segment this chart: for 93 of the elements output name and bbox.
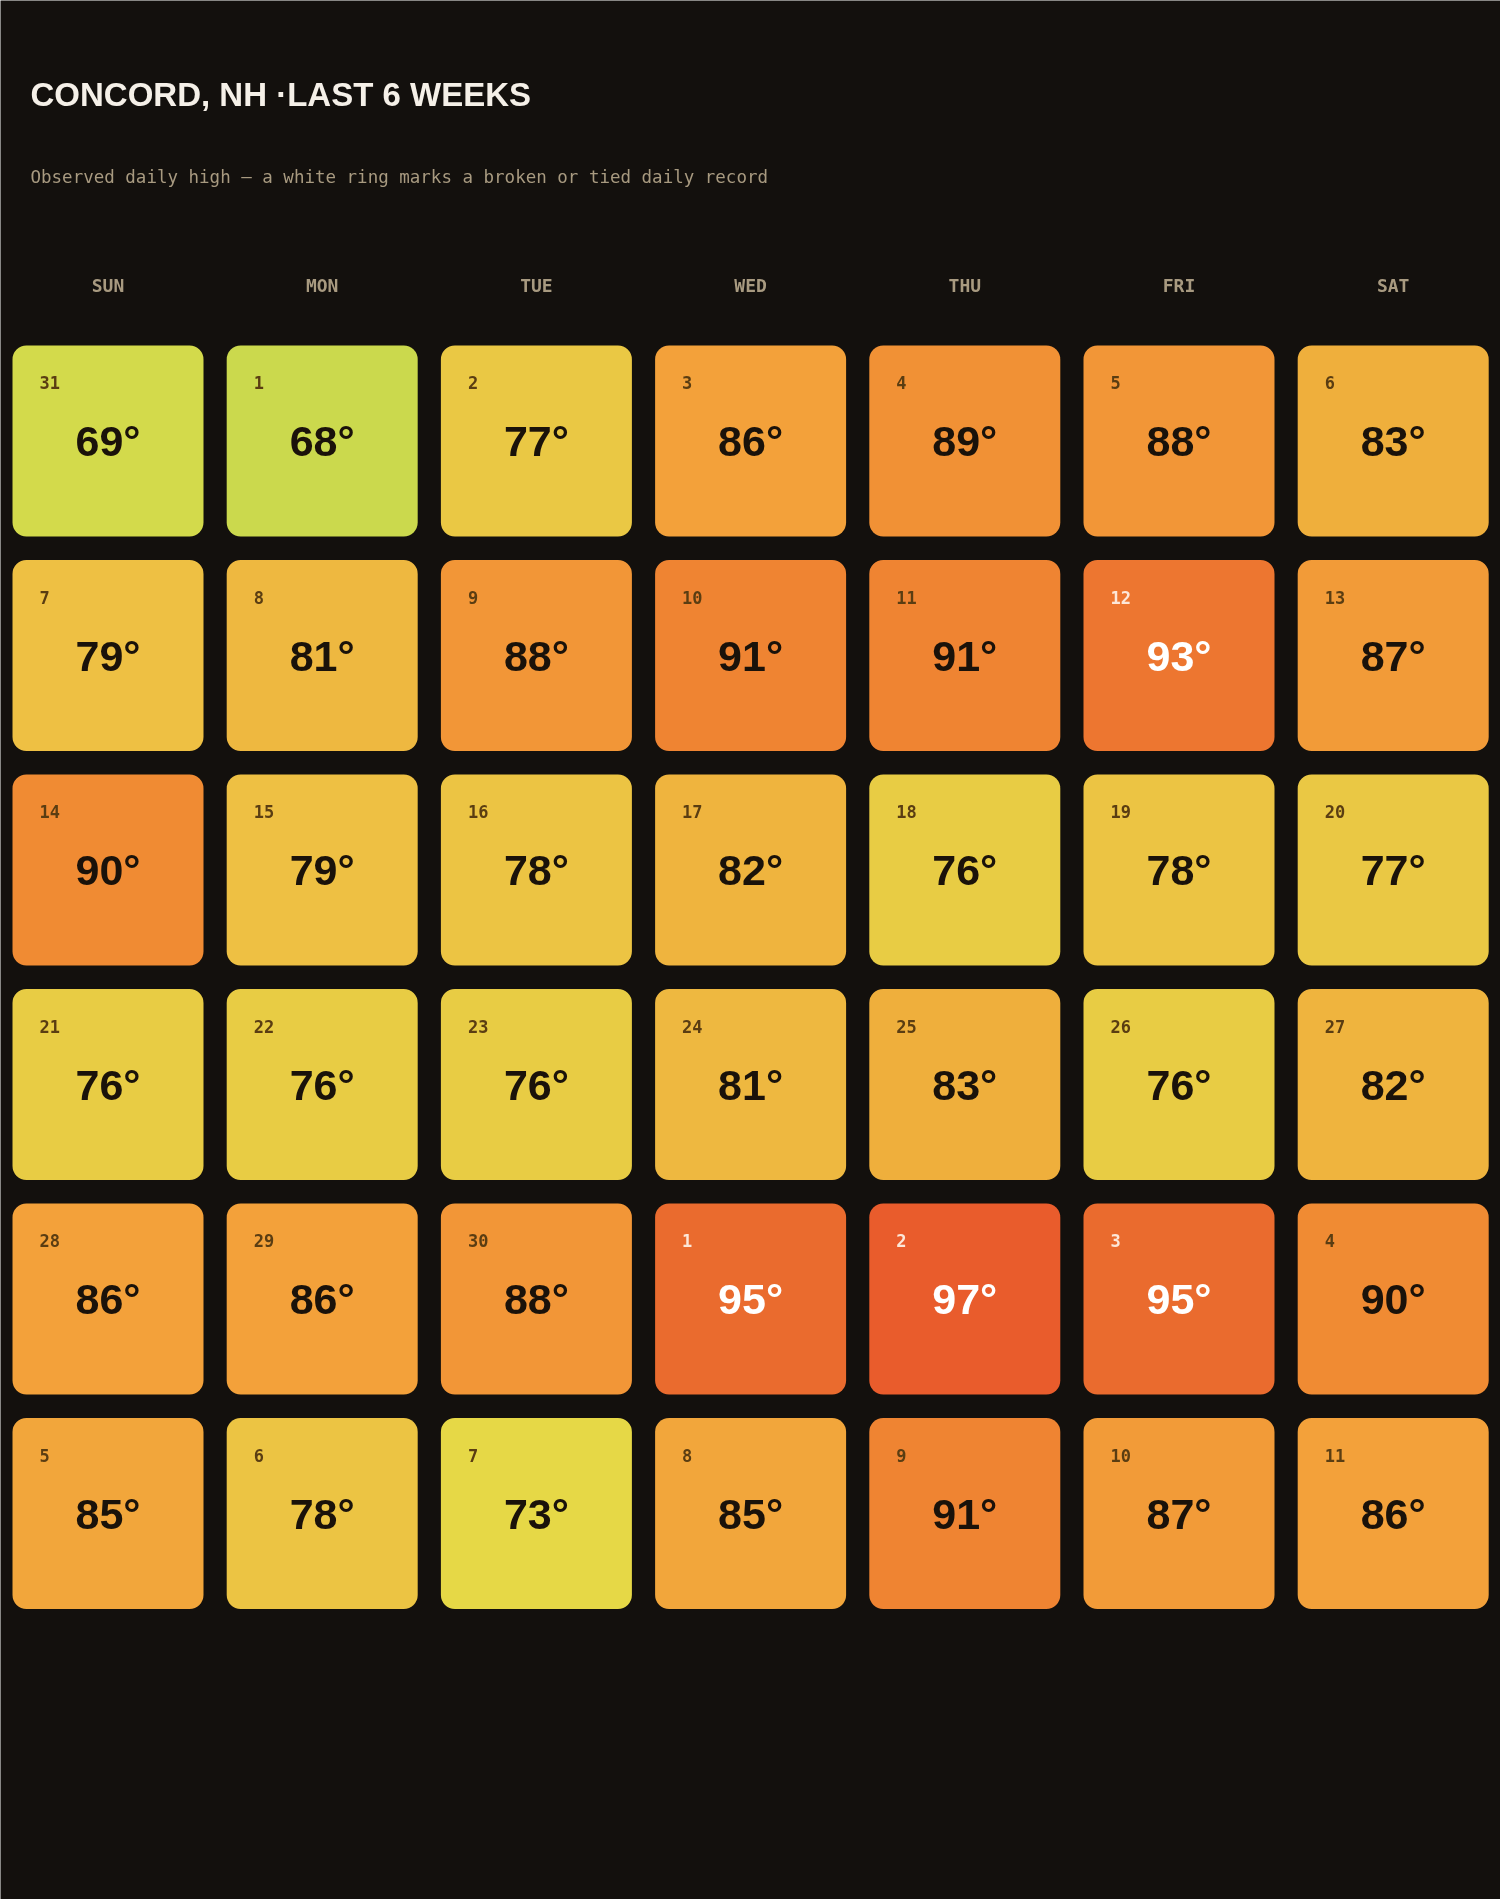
data-label: 88°	[503, 1275, 569, 1323]
annotation: 25	[896, 1016, 917, 1037]
annotation: 19	[1110, 802, 1131, 822]
annotation: 11	[896, 587, 917, 608]
data-label: 86°	[289, 1275, 355, 1323]
annotation: 31	[39, 373, 60, 393]
annotation: 7	[39, 587, 50, 608]
annotation: 10	[682, 587, 703, 608]
data-label: 91°	[932, 1489, 998, 1538]
annotation: 3	[1110, 1231, 1121, 1251]
annotation: 4	[896, 373, 907, 393]
data-label: 81°	[289, 631, 355, 680]
data-label: 91°	[718, 631, 784, 680]
data-label: 85°	[718, 1489, 784, 1538]
annotation: 24	[682, 1016, 703, 1037]
data-label: 93°	[1146, 631, 1212, 680]
data-label: 76°	[289, 1060, 355, 1109]
annotation: 7	[467, 1445, 479, 1466]
data-label: 79°	[289, 846, 355, 894]
data-label: 88°	[503, 631, 569, 680]
annotation: 30	[467, 1231, 489, 1251]
data-label: 89°	[932, 417, 998, 465]
annotation: 9	[467, 587, 479, 608]
annotation: 17	[682, 802, 703, 822]
data-label: 76°	[503, 1060, 569, 1109]
annotation: 11	[1324, 1445, 1346, 1466]
data-label: 90°	[75, 846, 141, 894]
annotation: 18	[896, 802, 917, 822]
data-label: 69°	[75, 417, 141, 465]
annotation: 29	[253, 1231, 275, 1251]
data-label: 77°	[503, 417, 569, 465]
x-tick-label: SAT	[1376, 275, 1410, 296]
annotation: 12	[1110, 587, 1131, 608]
data-label: 82°	[1360, 1060, 1426, 1109]
x-tick-label: THU	[948, 275, 982, 296]
annotation: 6	[1324, 373, 1335, 393]
x-tick-label: FRI	[1162, 275, 1196, 296]
data-label: 95°	[1146, 1275, 1212, 1323]
data-label: 78°	[1146, 846, 1212, 894]
data-label: 97°	[932, 1275, 998, 1323]
data-label: 81°	[718, 1060, 784, 1109]
annotation: 20	[1324, 802, 1346, 822]
annotation: 23	[467, 1016, 489, 1037]
data-label: 79°	[75, 631, 141, 680]
annotation: 5	[39, 1445, 50, 1466]
data-label: 76°	[75, 1060, 141, 1109]
data-label: 86°	[75, 1275, 141, 1323]
data-label: 90°	[1360, 1275, 1426, 1323]
annotation: 8	[682, 1445, 693, 1466]
data-label: 73°	[503, 1489, 569, 1538]
x-tick-label: WED	[734, 275, 768, 296]
data-label: 83°	[932, 1060, 998, 1109]
data-label: 76°	[1146, 1060, 1212, 1109]
annotation: 8	[253, 587, 264, 608]
data-label: 76°	[932, 846, 998, 894]
data-label: 78°	[503, 846, 569, 894]
data-label: 68°	[289, 417, 355, 465]
annotation: 28	[39, 1231, 60, 1251]
annotation: 14	[39, 802, 60, 822]
annotation: 2	[896, 1231, 907, 1251]
annotation: 6	[253, 1445, 264, 1466]
annotation: 9	[896, 1445, 907, 1466]
data-label: 77°	[1360, 846, 1426, 894]
data-label: 87°	[1360, 631, 1426, 680]
chart-title: CONCORD, NH ·LAST 6 WEEKS	[30, 76, 532, 113]
x-tick-label: TUE	[520, 275, 553, 296]
data-label: 86°	[1360, 1489, 1426, 1538]
annotation: 26	[1110, 1016, 1131, 1037]
annotation: 21	[39, 1016, 60, 1037]
data-label: 87°	[1146, 1489, 1212, 1538]
annotation: 1	[682, 1231, 693, 1251]
annotation: 16	[467, 802, 489, 822]
data-label: 83°	[1360, 417, 1426, 465]
data-label: 85°	[75, 1489, 141, 1538]
annotation: 1	[253, 373, 264, 393]
annotation: 15	[253, 802, 275, 822]
annotation: 13	[1324, 587, 1346, 608]
annotation: 4	[1324, 1231, 1335, 1251]
data-label: 86°	[718, 417, 784, 465]
annotation: 27	[1324, 1016, 1346, 1037]
annotation: 3	[682, 373, 693, 393]
data-label: 95°	[718, 1275, 784, 1323]
annotation: 22	[253, 1016, 275, 1037]
annotation: 5	[1110, 373, 1121, 393]
x-tick-label: MON	[305, 275, 339, 296]
data-label: 91°	[932, 631, 998, 680]
data-label: 78°	[289, 1489, 355, 1538]
chart-subtitle: Observed daily high — a white ring marks a broken or tied daily record	[30, 166, 769, 187]
x-tick-label: SUN	[91, 275, 125, 296]
annotation: 2	[467, 373, 479, 393]
data-label: 88°	[1146, 417, 1212, 465]
data-label: 82°	[718, 846, 784, 894]
annotation: 10	[1110, 1445, 1131, 1466]
